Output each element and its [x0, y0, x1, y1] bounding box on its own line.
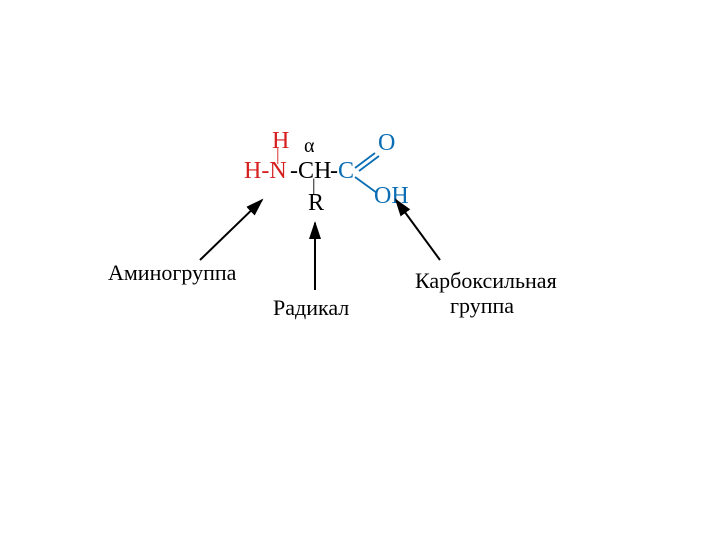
label-carboxyl-line2: группа: [450, 293, 514, 319]
amino-acid-diagram: H | α H-N - CH - C O OH | R: [0, 0, 720, 540]
label-carboxyl-line1: Карбоксильная: [415, 268, 557, 294]
label-amino: Аминогруппа: [108, 260, 236, 286]
label-radical: Радикал: [273, 295, 349, 321]
